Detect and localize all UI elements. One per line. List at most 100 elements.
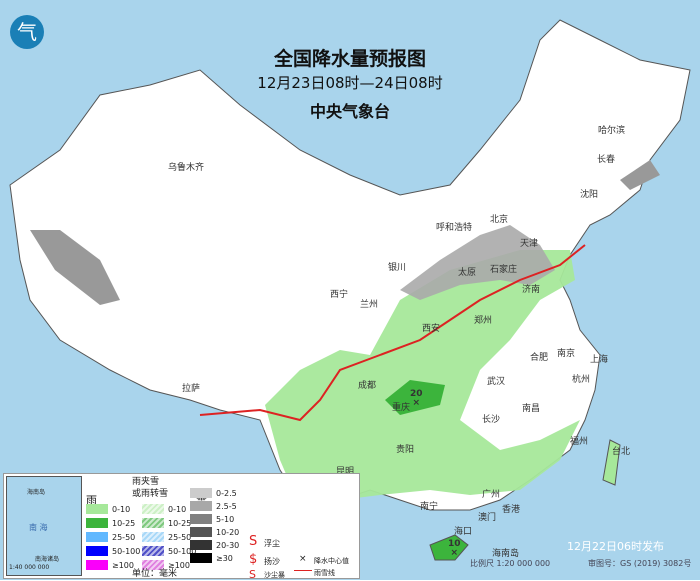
rain-swatch-label: 0-10 [112, 505, 131, 514]
city-label: 沈阳 [580, 190, 599, 200]
snow-swatch [190, 527, 212, 537]
city-label: 乌鲁木齐 [168, 163, 205, 173]
mix-swatch-label: 10-25 [168, 519, 192, 528]
city-label: 西安 [422, 324, 441, 334]
snow-swatch [190, 488, 212, 498]
city-label: 海南岛 [492, 549, 520, 559]
floating-dust-label: 浮尘 [264, 539, 280, 548]
city-label: 拉萨 [182, 384, 201, 394]
city-label: 石家庄 [490, 265, 518, 275]
center-value: 20 [410, 389, 423, 399]
hainan-island [429, 534, 469, 561]
map-scale: 比例尺 1:20 000 000 [470, 559, 551, 568]
city-label: 北京 [490, 215, 509, 225]
rain-snow-line [199, 244, 586, 422]
publish-time: 12月22日06时发布 [567, 540, 664, 553]
mix-legend-title: 雨夹雪 或雨转雪 [132, 477, 169, 499]
city-label: 上海 [590, 355, 609, 365]
city-label: 澳门 [478, 513, 497, 523]
rain-10-25-area [305, 380, 445, 500]
city-label: 郑州 [474, 316, 493, 326]
city-label: 海口 [454, 527, 473, 537]
city-label: 广州 [482, 490, 501, 500]
inset-sea-label: 南 海 [29, 523, 48, 532]
city-label: 哈尔滨 [598, 126, 626, 136]
forecast-period: 12月23日08时—24日08时 [257, 74, 443, 92]
snow-swatch [190, 540, 212, 550]
china-territory [9, 19, 691, 511]
rain-0-10-area [265, 250, 580, 500]
unit-label: 单位：毫米 [132, 569, 178, 579]
mix-swatch [142, 518, 164, 528]
city-label: 济南 [522, 285, 541, 295]
mix-swatch-label: 25-50 [168, 533, 192, 542]
precipitation-center: 20× [410, 390, 423, 408]
rain-swatch [86, 518, 108, 528]
city-label: 银川 [388, 263, 407, 273]
snow-swatch [190, 553, 212, 563]
snow-swatch-label: 10-20 [216, 528, 240, 537]
city-label: 长春 [597, 155, 616, 165]
mix-swatch [142, 546, 164, 556]
city-label: 重庆 [392, 403, 411, 413]
precipitation-center: 10 × [448, 540, 461, 558]
city-label: 南京 [557, 349, 576, 359]
floating-dust-icon: S [249, 534, 258, 549]
inset-label: 南海诸岛 [35, 556, 60, 563]
mix-swatch [142, 504, 164, 514]
city-label: 南昌 [522, 404, 541, 414]
city-label: 昆明 [336, 467, 355, 477]
snow-swatch [190, 514, 212, 524]
rain-swatch [86, 560, 108, 570]
snow-swatch-label: 5-10 [216, 515, 235, 524]
snow-swatch [190, 501, 212, 511]
city-label: 武汉 [487, 377, 506, 387]
rain-swatch [86, 532, 108, 542]
city-label: 台北 [612, 447, 631, 457]
city-label: 贵阳 [396, 445, 415, 455]
rain-swatch [86, 504, 108, 514]
snow-swatch-label: ≥30 [216, 554, 233, 563]
snow-swatch-label: 2.5-5 [216, 502, 237, 511]
city-label: 福州 [570, 437, 589, 447]
blowing-sand-icon: $ [249, 552, 258, 567]
inset-scale: 1:40 000 000 [9, 564, 50, 571]
city-label: 长沙 [482, 415, 501, 425]
city-label: 杭州 [572, 375, 591, 385]
center-mark-icon: × [412, 398, 421, 408]
city-label: 呼和浩特 [436, 223, 473, 233]
mix-swatch-label: ≥100 [168, 561, 190, 570]
rain-swatch-label: ≥100 [112, 561, 134, 570]
rain-swatch-label: 50-100 [112, 547, 141, 556]
map-approval-number: 审图号：GS (2019) 3082号 [588, 559, 692, 568]
taiwan-island [602, 439, 621, 486]
issuer: 中央气象台 [309, 102, 390, 121]
snow-swatch-label: 20-30 [216, 541, 240, 550]
center-label: 降水中心值 [314, 557, 349, 565]
inset-island-label: 海南岛 [27, 489, 46, 496]
snow-legend-title: 雪 [196, 492, 207, 508]
sandstorm-label: 沙尘暴 [264, 571, 285, 579]
snow-line-label: 雨雪线 [314, 569, 335, 577]
rain-swatch [86, 546, 108, 556]
center-value: 10 [448, 539, 461, 549]
snow-swatch-label: 0-2.5 [216, 489, 237, 498]
mix-swatch [142, 532, 164, 542]
city-label: 天津 [520, 239, 539, 249]
south-china-sea-inset: 海南岛 南 海 南海诸岛 1:40 000 000 [6, 476, 82, 576]
city-label: 西宁 [330, 290, 349, 300]
map-title: 全国降水量预报图 [273, 48, 426, 70]
city-label: 兰州 [360, 300, 379, 310]
blowing-sand-label: 扬沙 [264, 557, 280, 566]
cma-logo-icon: 气 [10, 15, 44, 49]
snow-area-northeast [620, 160, 660, 190]
mix-swatch [142, 560, 164, 570]
center-mark-icon: × [450, 548, 459, 558]
legend: 海南岛 南 海 南海诸岛 1:40 000 000 雨 雨夹雪 或雨转雪 雪 0… [3, 473, 360, 581]
mix-swatch-label: 50-100 [168, 547, 197, 556]
city-label: 香港 [502, 505, 521, 515]
rain-swatch-label: 10-25 [112, 519, 136, 528]
rain-swatch-label: 25-50 [112, 533, 136, 542]
center-mark-icon: × [299, 554, 307, 564]
